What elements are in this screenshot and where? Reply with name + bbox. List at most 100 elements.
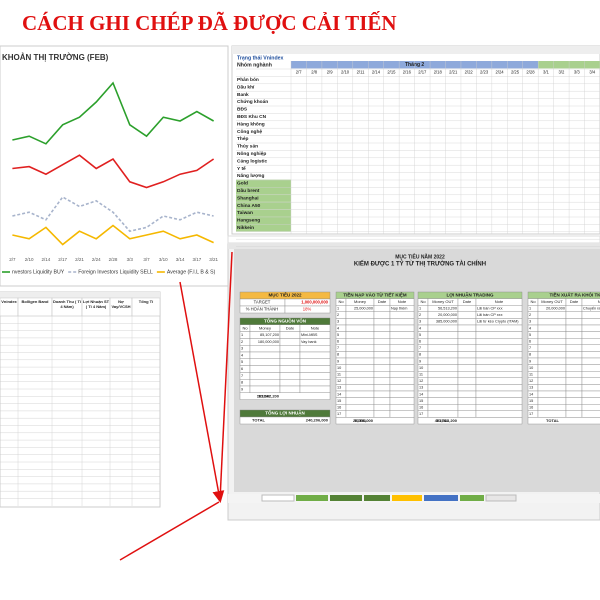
header-cell-text: Bolligen Band bbox=[22, 299, 49, 303]
total-row bbox=[417, 417, 523, 425]
cell-text: 6 bbox=[419, 340, 421, 344]
cell bbox=[345, 397, 375, 405]
tab[interactable] bbox=[364, 495, 390, 501]
header-cell-text: Vnindex bbox=[1, 299, 17, 303]
cell-text: Lãi bán CP xxx bbox=[477, 307, 503, 311]
column-header-bar bbox=[228, 243, 600, 249]
cell-text: 18% bbox=[303, 307, 312, 312]
cell-text: 16 bbox=[419, 406, 423, 410]
cell bbox=[284, 305, 331, 314]
cell bbox=[427, 344, 459, 352]
tab[interactable] bbox=[330, 495, 362, 501]
cell bbox=[565, 344, 583, 352]
cell-text: Note bbox=[495, 299, 504, 304]
market-row bbox=[236, 194, 291, 202]
cell bbox=[475, 331, 523, 339]
cell-text: 13 bbox=[337, 386, 341, 390]
tab[interactable] bbox=[296, 495, 328, 501]
cell bbox=[475, 371, 523, 379]
cell bbox=[565, 377, 583, 385]
column-header-bar bbox=[232, 46, 600, 54]
cell bbox=[581, 364, 600, 372]
cell-text: 2/15 bbox=[387, 70, 396, 75]
cell bbox=[457, 305, 477, 313]
cell bbox=[537, 371, 567, 379]
cell-text: 17 bbox=[419, 412, 423, 416]
cell bbox=[581, 331, 600, 339]
cell-text: TOTAL bbox=[354, 418, 368, 423]
cell bbox=[299, 365, 331, 373]
cell bbox=[299, 345, 331, 353]
cell bbox=[345, 390, 375, 398]
series-line bbox=[12, 224, 214, 246]
cell-text: Taiwan bbox=[237, 210, 253, 216]
arrow bbox=[219, 251, 233, 501]
cell bbox=[427, 390, 459, 398]
cell-text: No bbox=[242, 325, 248, 330]
cell-text: Nông nghiệp bbox=[237, 151, 266, 157]
cell-text: Trạng thái Vnindex bbox=[237, 55, 284, 61]
cell-text: 3/21 bbox=[209, 257, 218, 262]
cell-text: 1 bbox=[241, 333, 243, 337]
cell bbox=[373, 384, 391, 392]
cell-text: 4 bbox=[529, 326, 531, 330]
legend-label: nvestors Liquidity BUY bbox=[12, 269, 65, 275]
cell bbox=[389, 351, 415, 359]
cell bbox=[457, 397, 477, 405]
cell bbox=[581, 397, 600, 405]
top-sheet bbox=[231, 45, 600, 235]
cell-text: 1 bbox=[337, 307, 339, 311]
cell bbox=[373, 305, 391, 313]
cell bbox=[279, 365, 301, 373]
cell bbox=[457, 364, 477, 372]
arrows bbox=[119, 251, 233, 561]
cell-text: 25,000,000 bbox=[353, 418, 374, 423]
cell-text: MỤC TIÊU 2022 bbox=[268, 291, 302, 298]
cell bbox=[389, 390, 415, 398]
formula-bar bbox=[227, 235, 600, 244]
cell bbox=[565, 318, 583, 326]
tab[interactable] bbox=[261, 494, 295, 502]
cell bbox=[581, 318, 600, 326]
cell bbox=[279, 379, 301, 387]
cell bbox=[581, 344, 600, 352]
cell-text: 2/14 bbox=[42, 257, 51, 262]
cell-text: 9 bbox=[419, 359, 421, 363]
cell bbox=[299, 385, 331, 394]
tab[interactable] bbox=[460, 495, 484, 501]
cell bbox=[345, 338, 375, 346]
cell-text: Note bbox=[598, 299, 600, 304]
cell-text: 15 bbox=[419, 399, 423, 403]
market-row bbox=[236, 201, 291, 210]
cell-text: 10 bbox=[337, 366, 341, 370]
cell-text: 5 bbox=[419, 333, 421, 337]
cell-text: 2/28 bbox=[526, 70, 535, 75]
cell bbox=[475, 351, 523, 359]
cell bbox=[457, 331, 477, 339]
cell-text: Shanghai bbox=[237, 195, 259, 201]
cell-text: Thép bbox=[237, 136, 249, 142]
cell bbox=[299, 372, 331, 380]
cell-text: Money bbox=[354, 299, 366, 304]
cell bbox=[389, 384, 415, 392]
cell bbox=[537, 357, 567, 365]
cell-text: Lãi từ kèo Crypto (ITAM) bbox=[477, 320, 519, 324]
cell bbox=[345, 404, 375, 412]
cell bbox=[457, 357, 477, 365]
cell-text: 15 bbox=[529, 399, 533, 403]
cell-text: Money bbox=[259, 325, 271, 330]
tab[interactable] bbox=[392, 495, 422, 501]
cell bbox=[565, 351, 583, 359]
cell bbox=[345, 331, 375, 339]
cell-text: 9 bbox=[241, 387, 243, 391]
tab[interactable] bbox=[485, 494, 517, 502]
cell bbox=[457, 390, 477, 398]
cell-text: 2/18 bbox=[434, 70, 443, 75]
cell bbox=[565, 384, 583, 392]
left-sheet bbox=[0, 291, 161, 508]
cell bbox=[345, 384, 375, 392]
cell bbox=[389, 410, 415, 418]
legend-label: Foreign Investors Liquidity SELL bbox=[78, 269, 153, 275]
cell-text: 8 bbox=[241, 381, 243, 385]
tab[interactable] bbox=[424, 495, 458, 501]
